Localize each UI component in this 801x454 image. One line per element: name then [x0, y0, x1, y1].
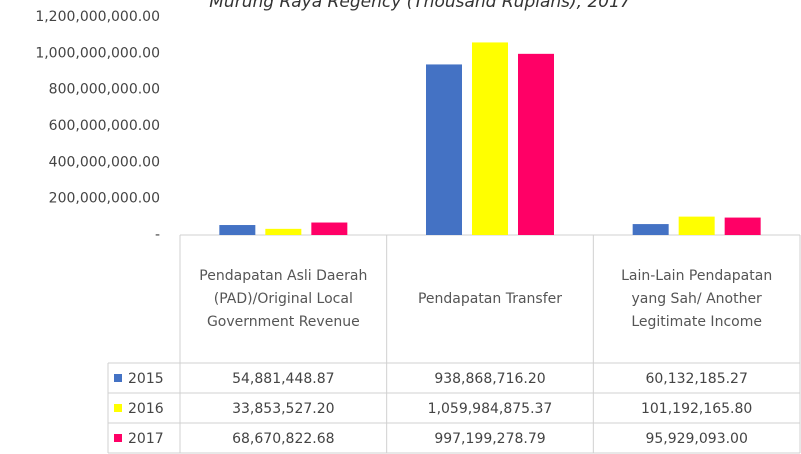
legend-key [114, 404, 122, 412]
bar [265, 228, 302, 235]
value-label: 54,881,448.87 [232, 371, 334, 387]
legend-label: 2016 [128, 401, 164, 417]
y-tick-label: 1,200,000,000.00 [35, 9, 160, 25]
value-label: 60,132,185.27 [645, 371, 747, 387]
value-label: 1,059,984,875.37 [428, 401, 553, 417]
legend-key [114, 434, 122, 442]
y-tick-label: 600,000,000.00 [49, 118, 160, 134]
y-tick-label: 800,000,000.00 [49, 82, 160, 98]
category-cell: Lain-Lain Pendapatan yang Sah/ Another L… [621, 267, 773, 330]
value-label: 68,670,822.68 [232, 431, 334, 447]
bar [724, 217, 761, 235]
value-label: 101,192,165.80 [641, 401, 752, 417]
bar [678, 216, 715, 235]
bar [426, 64, 462, 236]
value-label: 997,199,278.79 [434, 431, 545, 447]
value-label: 938,868,716.20 [434, 371, 545, 387]
x-tick-label: Pendapatan Transfer [417, 290, 562, 307]
category-cell: Pendapatan Asli Daerah (PAD)/Original Lo… [199, 267, 368, 330]
bar [632, 224, 669, 235]
legend-label: 2015 [128, 371, 164, 387]
value-label: 95,929,093.00 [645, 431, 747, 447]
y-tick-label: 400,000,000.00 [49, 154, 160, 170]
legend-key [114, 374, 122, 382]
bar [472, 42, 508, 235]
bar [219, 225, 256, 235]
y-tick-label: - [155, 227, 160, 243]
category-cell: Pendapatan Transfer [417, 290, 562, 307]
bar [311, 222, 348, 235]
chart-title: Murung Raya Regency (Thousand Rupiahs), … [209, 0, 631, 12]
bar [518, 53, 554, 235]
x-tick-label: Pendapatan Asli Daerah (PAD)/Original Lo… [199, 267, 368, 330]
y-tick-label: 200,000,000.00 [49, 191, 160, 207]
legend-label: 2017 [128, 431, 164, 447]
x-tick-label: Lain-Lain Pendapatan yang Sah/ Another L… [621, 267, 773, 330]
value-label: 33,853,527.20 [232, 401, 334, 417]
y-tick-label: 1,000,000,000.00 [35, 45, 160, 61]
